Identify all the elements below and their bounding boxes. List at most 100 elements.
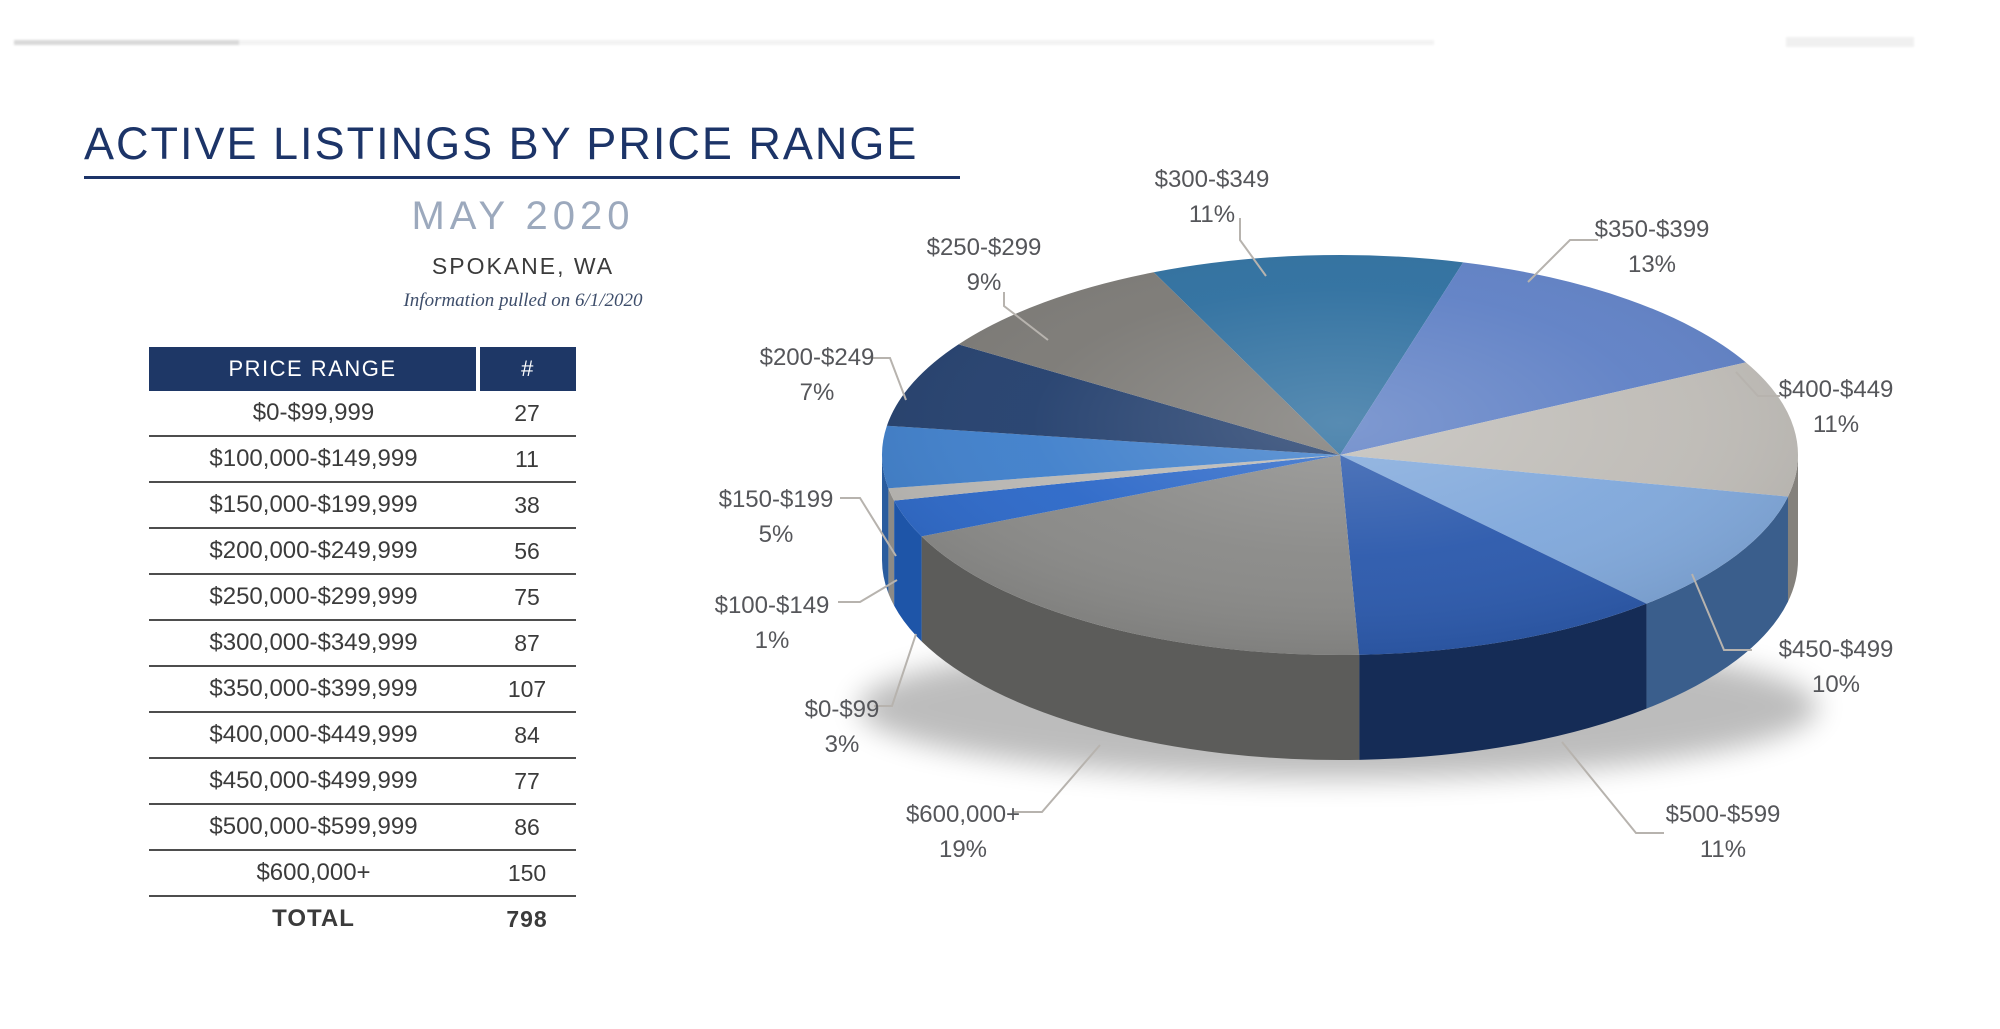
pie-label-percent: 3% [824,731,860,758]
pie-label-percent: 11% [1188,201,1236,228]
price-range-cell: $400,000-$449,999 [149,712,478,759]
pie-slice-label: $100-$149 1% [715,588,830,658]
pie-label-range: $450-$499 [1778,636,1894,663]
pie-sheen [882,255,1798,655]
pie-leader-line [1239,218,1267,277]
pie-label-percent: 11% [1812,411,1860,438]
col-header-price-range: PRICE RANGE [149,347,478,391]
pie-label-range: $150-$199 [718,486,834,513]
pie-label-percent: 7% [799,379,835,406]
table-row: $0-$99,999 27 [149,391,576,437]
table-row: $300,000-$349,999 87 [149,620,576,667]
pie-slice-label: $400-$449 11% [1779,372,1894,442]
pie-label-percent: 1% [754,627,790,654]
count-cell: 150 [478,850,576,897]
count-cell: 77 [478,758,576,805]
pie-slice-label: $500-$599 11% [1666,797,1781,867]
count-cell: 87 [478,620,576,667]
pie-slice-label: $450-$499 10% [1779,632,1894,702]
pie-slice-label: $600,000+ 19% [906,797,1020,867]
pie-leader-line [1003,292,1049,341]
table-row: $350,000-$399,999 107 [149,666,576,713]
count-cell: 27 [478,391,576,437]
price-range-cell: $350,000-$399,999 [149,666,478,713]
pie-slice-label: $300-$349 11% [1155,162,1270,232]
count-cell: 107 [478,666,576,713]
price-range-cell: $250,000-$299,999 [149,574,478,621]
pie-label-range: $500-$599 [1665,801,1781,828]
pie-label-range: $350-$399 [1594,216,1710,243]
table-row: $500,000-$599,999 86 [149,804,576,851]
count-cell: 56 [478,528,576,575]
table-row: $400,000-$449,999 84 [149,712,576,759]
total-value: 798 [506,905,548,932]
count-cell: 11 [478,436,576,483]
pie-label-range: $200-$249 [759,344,875,371]
pie-slice-label: $150-$199 5% [719,482,834,552]
pie-slice-label: $200-$249 7% [760,340,875,410]
pie-leader-line [1735,371,1780,397]
pie-slice-side [1359,603,1647,760]
pie-label-percent: 11% [1699,836,1747,863]
pie-leader-line [1691,573,1752,651]
scan-artifact [1786,37,1914,47]
price-range-cell: $100,000-$149,999 [149,436,478,483]
table-row: $100,000-$149,999 11 [149,436,576,483]
pie-leader-line [1527,239,1598,283]
pie-slice-label: $0-$99 3% [805,692,880,762]
total-row: TOTAL 798 [149,896,576,941]
scan-artifact [14,40,239,45]
pie-label-range: $0-$99 [804,696,880,723]
report-note: Information pulled on 6/1/2020 [403,290,643,311]
table-row: $250,000-$299,999 75 [149,574,576,621]
pie-label-range: $100-$149 [714,592,830,619]
table-row: $600,000+ 150 [149,850,576,897]
pie-leader-line [838,579,898,603]
pie-label-range: $300-$349 [1154,166,1270,193]
count-cell: 38 [478,482,576,529]
pie-label-percent: 10% [1811,671,1861,698]
pie-leader-line [868,357,907,401]
scan-artifact [14,40,1434,45]
pie-label-percent: 9% [966,269,1002,296]
table-row: $150,000-$199,999 38 [149,482,576,529]
table-row: $200,000-$249,999 56 [149,528,576,575]
page-title: ACTIVE LISTINGS BY PRICE RANGE [84,118,919,169]
pie-slice-side [1787,455,1798,602]
pie-slice-side [921,536,1360,760]
count-cell: 86 [478,804,576,851]
listings-table: PRICE RANGE # $0-$99,999 27 $100,000-$149,… [149,347,576,941]
pie-label-percent: 13% [1627,251,1677,278]
col-header-count: # [476,347,576,391]
pie-label-range: $600,000+ [905,801,1021,828]
pie-slice-side [894,500,922,642]
pie-leader-line [1561,741,1664,834]
table-row: $450,000-$499,999 77 [149,758,576,805]
price-range-cell: $300,000-$349,999 [149,620,478,667]
report-location: SPOKANE, WA [431,253,615,279]
pie-slice-side [882,455,889,594]
count-cell: 84 [478,712,576,759]
count-cell: 75 [478,574,576,621]
pie-leader-line [1014,744,1101,813]
report-month: MAY 2020 [411,194,635,238]
pie-label-percent: 5% [758,521,794,548]
title-underline [84,176,960,179]
pie-leader-line [840,497,897,557]
pie-slice-side [1646,496,1788,709]
price-range-cell: $500,000-$599,999 [149,804,478,851]
price-range-cell: $600,000+ [149,850,478,897]
price-range-cell: $150,000-$199,999 [149,482,478,529]
pie-label-range: $400-$449 [1778,376,1894,403]
pie-slice-label: $350-$399 13% [1595,212,1710,282]
price-range-cell: $450,000-$499,999 [149,758,478,805]
price-range-cell: $0-$99,999 [149,391,478,437]
pie-slice-label: $250-$299 9% [927,230,1042,300]
pie-label-percent: 19% [938,836,988,863]
total-label: TOTAL [272,905,355,932]
pie-label-range: $250-$299 [926,234,1042,261]
price-range-cell: $200,000-$249,999 [149,528,478,575]
pie-leader-line [874,633,917,707]
